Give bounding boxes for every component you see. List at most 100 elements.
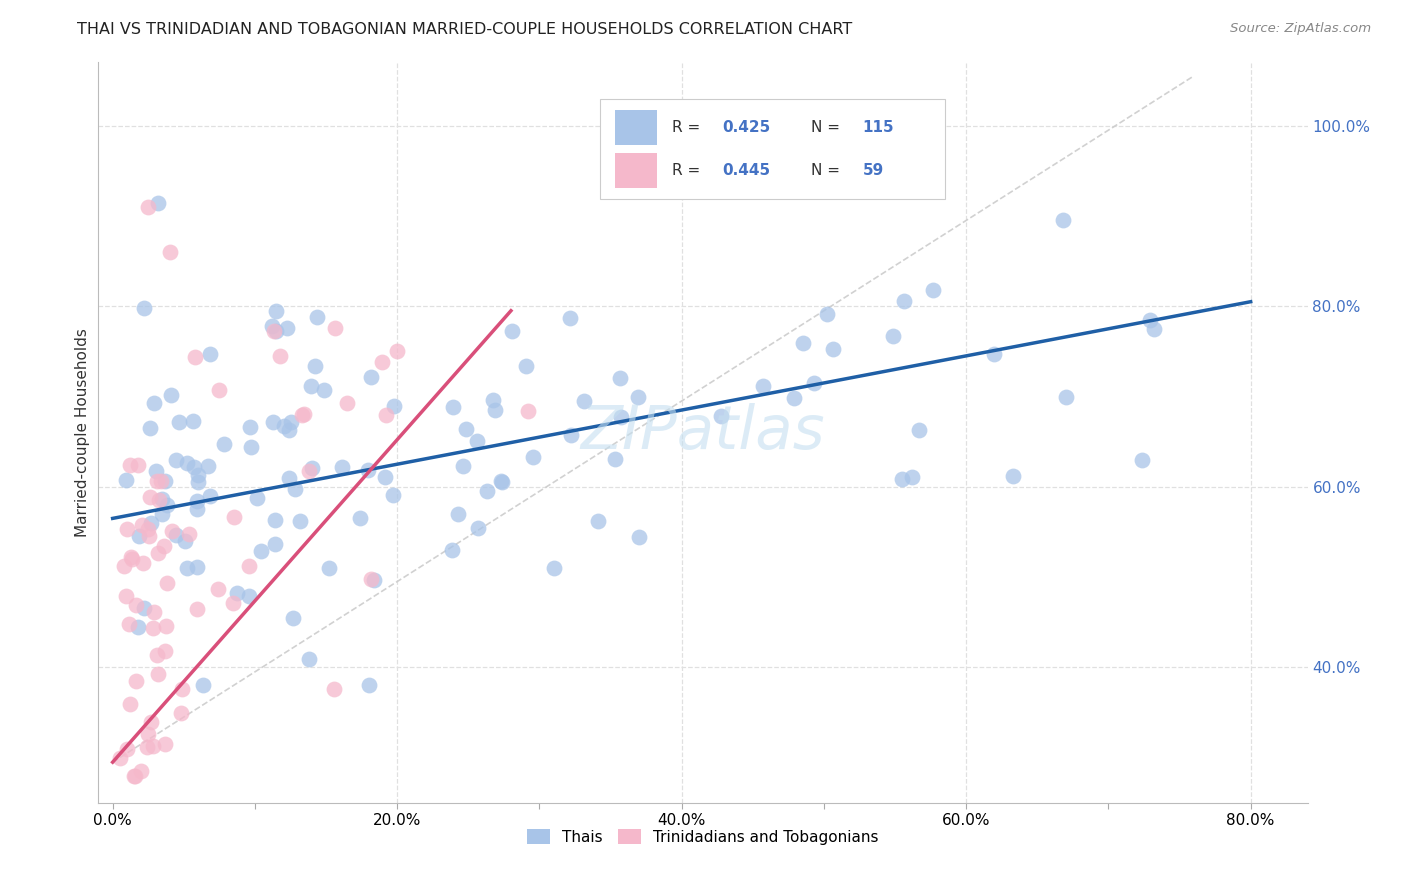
Text: 115: 115 — [863, 120, 894, 135]
Point — [627, 390, 650, 404]
Text: R =: R = — [672, 163, 704, 178]
Point — [323, 321, 346, 335]
Point — [143, 605, 166, 619]
Point — [357, 678, 380, 692]
Y-axis label: Married-couple Households: Married-couple Households — [75, 328, 90, 537]
Point — [145, 474, 167, 488]
Point — [238, 558, 260, 573]
Text: 0.425: 0.425 — [723, 120, 770, 135]
Point — [517, 404, 540, 418]
Point — [752, 379, 775, 393]
Point — [186, 468, 208, 483]
Point — [627, 530, 650, 544]
Point — [266, 324, 288, 338]
Point — [278, 471, 301, 485]
Point — [890, 472, 912, 486]
Point — [489, 474, 512, 488]
Point — [291, 408, 314, 422]
Point — [166, 528, 188, 542]
Point — [143, 396, 166, 410]
Point — [298, 652, 321, 666]
Point — [145, 464, 167, 478]
Point — [226, 586, 249, 600]
Point — [983, 347, 1005, 361]
Point — [304, 359, 326, 373]
Point — [155, 619, 177, 633]
Point — [127, 620, 149, 634]
Point — [441, 543, 464, 558]
Point — [305, 310, 328, 325]
Point — [132, 557, 155, 571]
Point — [322, 681, 344, 696]
Point — [484, 403, 506, 417]
Point — [146, 648, 169, 662]
Text: N =: N = — [811, 163, 845, 178]
Point — [186, 493, 208, 508]
Point — [132, 600, 155, 615]
Text: THAI VS TRINIDADIAN AND TOBAGONIAN MARRIED-COUPLE HOUSEHOLDS CORRELATION CHART: THAI VS TRINIDADIAN AND TOBAGONIAN MARRI… — [77, 22, 852, 37]
Point — [115, 522, 138, 536]
Point — [160, 524, 183, 538]
Point — [135, 739, 157, 754]
Point — [467, 521, 489, 535]
Point — [280, 415, 302, 429]
Point — [301, 378, 323, 392]
Point — [882, 328, 904, 343]
Point — [156, 576, 179, 591]
Point — [465, 434, 488, 448]
Point — [125, 598, 148, 612]
Point — [176, 456, 198, 470]
Point — [482, 392, 505, 407]
Point — [264, 303, 287, 318]
Point — [159, 245, 181, 260]
Point — [281, 611, 304, 625]
Point — [207, 582, 229, 597]
Point — [588, 514, 610, 528]
Point — [263, 537, 285, 551]
Point — [136, 200, 159, 214]
Point — [803, 376, 825, 390]
Point — [187, 475, 209, 489]
Point — [139, 715, 162, 730]
Point — [817, 307, 839, 321]
Point — [200, 489, 222, 503]
Point — [222, 510, 245, 524]
Text: N =: N = — [811, 120, 845, 135]
Point — [149, 475, 172, 489]
Text: Source: ZipAtlas.com: Source: ZipAtlas.com — [1230, 22, 1371, 36]
Point — [456, 421, 478, 435]
Point — [238, 589, 260, 603]
Text: 59: 59 — [863, 163, 884, 178]
Point — [153, 539, 176, 553]
Point — [127, 458, 149, 473]
Point — [475, 483, 498, 498]
Point — [908, 423, 931, 437]
Point — [197, 458, 219, 473]
Point — [558, 310, 581, 325]
Point — [382, 399, 405, 413]
Point — [108, 750, 131, 764]
Text: ZIPatlas: ZIPatlas — [581, 403, 825, 462]
Bar — [614, 153, 657, 188]
Point — [172, 682, 194, 697]
Point — [167, 416, 190, 430]
Point — [249, 543, 271, 558]
Point — [148, 196, 170, 211]
Point — [148, 546, 170, 560]
Point — [129, 764, 152, 779]
Point — [120, 550, 142, 565]
Point — [115, 473, 138, 487]
Legend: Thais, Trinidadians and Tobagonians: Thais, Trinidadians and Tobagonians — [522, 822, 884, 851]
Point — [208, 384, 231, 398]
Point — [543, 560, 565, 574]
Point — [136, 522, 159, 536]
Point — [115, 741, 138, 756]
Point — [371, 354, 394, 368]
Point — [112, 558, 135, 573]
Point — [155, 498, 177, 512]
Point — [150, 507, 173, 521]
Point — [183, 459, 205, 474]
Point — [447, 507, 470, 521]
Point — [263, 324, 285, 338]
Point — [1143, 322, 1166, 336]
